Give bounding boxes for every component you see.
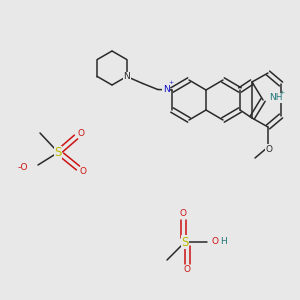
- Text: +: +: [168, 80, 174, 86]
- Text: +: +: [279, 89, 284, 94]
- Text: O: O: [179, 209, 187, 218]
- Text: N: N: [163, 85, 170, 94]
- Text: N: N: [123, 72, 130, 81]
- Text: O: O: [80, 167, 86, 176]
- Text: NH: NH: [269, 94, 283, 103]
- Text: O: O: [212, 236, 219, 245]
- Text: O: O: [184, 266, 190, 274]
- Text: S: S: [181, 236, 189, 248]
- Text: S: S: [54, 146, 62, 160]
- Text: O: O: [266, 145, 272, 154]
- Text: H: H: [220, 236, 227, 245]
- Text: O: O: [77, 128, 85, 137]
- Text: -O: -O: [17, 164, 28, 172]
